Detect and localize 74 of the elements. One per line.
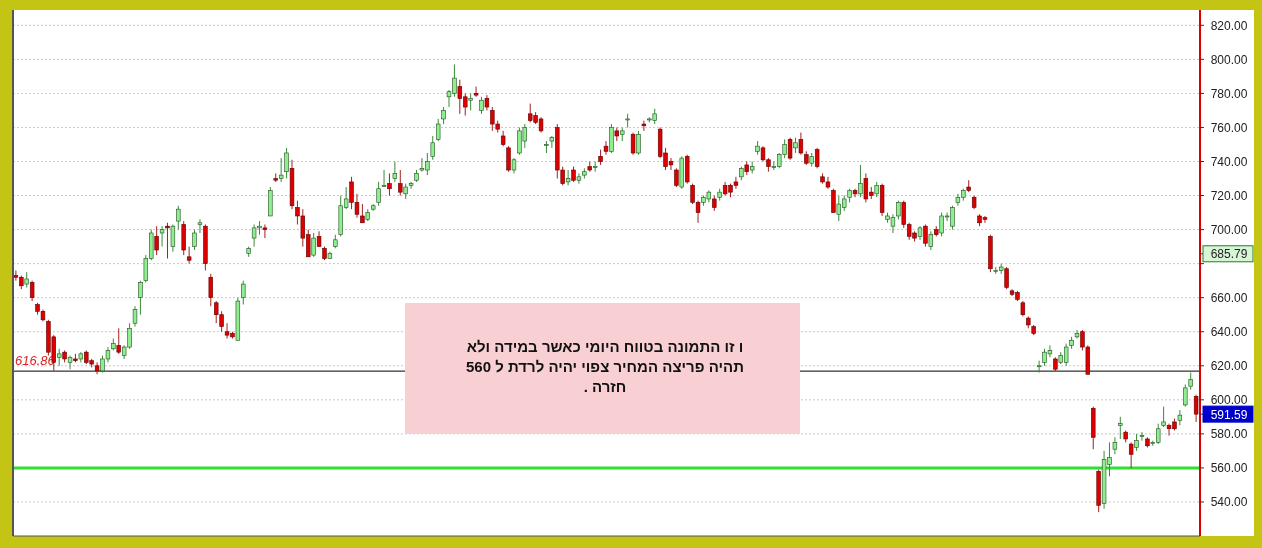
candlestick [1112, 436, 1118, 455]
candlestick [408, 181, 414, 190]
candlestick [435, 118, 441, 142]
candlestick [1183, 384, 1188, 408]
candlestick [430, 135, 435, 161]
y-tick-label: 760.00 [1210, 120, 1248, 135]
candlestick [1161, 406, 1166, 428]
candlestick [1139, 431, 1145, 442]
candlestick [831, 188, 836, 214]
candlestick [896, 200, 901, 220]
candlestick [798, 132, 804, 156]
y-tick-label: 591.59 [1210, 407, 1248, 422]
candlestick [67, 355, 73, 370]
candlestick [197, 218, 203, 234]
y-tick-label: 560.00 [1210, 461, 1248, 476]
candlestick [858, 164, 863, 198]
candlestick [1118, 416, 1123, 440]
candlestick [360, 203, 365, 224]
candlestick [138, 280, 143, 316]
y-tick-label: 685.79 [1210, 247, 1248, 262]
y-tick-label: 780.00 [1210, 86, 1248, 101]
candlestick [165, 222, 170, 260]
candlestick [170, 223, 176, 253]
candlestick [208, 273, 213, 307]
y-tick-label: 660.00 [1210, 291, 1248, 306]
candlestick [278, 157, 284, 183]
candlestick [1177, 409, 1183, 426]
candlestick [603, 140, 609, 156]
candlestick [116, 327, 121, 355]
candlestick [630, 132, 636, 156]
candlestick [29, 280, 35, 302]
y-tick-label: 820.00 [1210, 18, 1248, 33]
candlestick [814, 147, 820, 169]
y-tick-label: 740.00 [1210, 155, 1248, 169]
candlestick [154, 225, 159, 256]
y-tick-label: 620.00 [1210, 359, 1248, 374]
candlestick [262, 223, 268, 239]
candlestick [241, 280, 246, 305]
candlestick [928, 230, 934, 251]
y-tick-label: 720.00 [1210, 189, 1248, 204]
candlestick [398, 169, 403, 197]
candlestick [1128, 441, 1134, 469]
candlestick [565, 169, 571, 186]
candlestick [674, 167, 679, 188]
candlestick [176, 205, 181, 231]
y-tick-label: 540.00 [1210, 495, 1248, 510]
candlestick [473, 86, 479, 98]
candlestick [192, 229, 197, 251]
candlestick [284, 147, 289, 180]
y-tick-label: 800.00 [1210, 52, 1248, 67]
candlestick [311, 232, 316, 258]
candlestick [132, 305, 138, 328]
candlestick [506, 145, 511, 173]
annotation: ו זו התמונה בטווח היומי כאשר במידה ולא תהיה פריצה המחיר צפוי יהיה לרדת ל 560 חזרה . [466, 338, 744, 395]
candlestick [387, 172, 392, 197]
y-tick-label: 700.00 [1210, 223, 1248, 238]
candlestick [186, 246, 192, 265]
y-tick-label: 600.00 [1210, 393, 1248, 408]
candlestick [787, 137, 793, 161]
y-tick-label: 580.00 [1210, 427, 1248, 442]
candlestick [636, 130, 641, 156]
candlestick [609, 123, 614, 154]
candlestick [923, 223, 928, 248]
candlestick [159, 225, 165, 248]
candlestick [381, 169, 387, 188]
candlestick [549, 135, 555, 149]
candlestick [576, 172, 582, 185]
y-tick-label: 640.00 [1210, 325, 1248, 340]
candlestick [1074, 329, 1080, 340]
candlestick [376, 181, 381, 207]
candlestick [1036, 360, 1042, 374]
candlestick [392, 161, 398, 183]
candlestick [641, 120, 647, 132]
candlestick [1004, 266, 1009, 290]
